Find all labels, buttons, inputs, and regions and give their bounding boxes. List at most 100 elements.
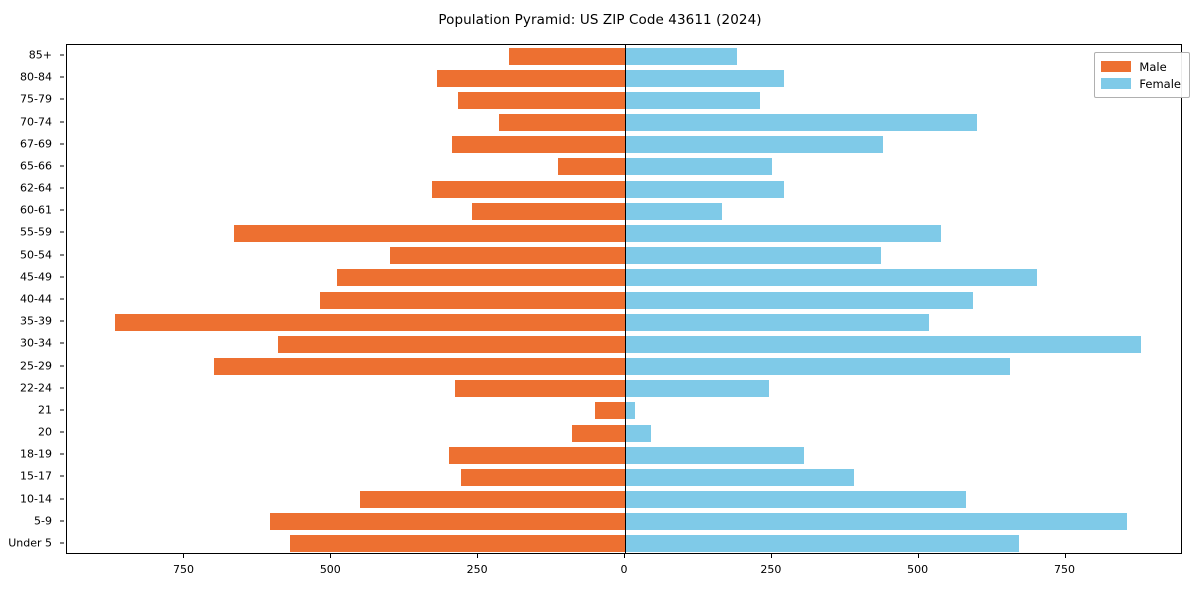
bar-female-80-84 <box>625 69 784 87</box>
bar-female-10-14 <box>625 491 966 509</box>
bar-female-18-19 <box>625 446 805 464</box>
bar-female-22-24 <box>625 380 769 398</box>
legend-swatch-male <box>1101 61 1132 72</box>
y-tick-label-30-34: 30-34 <box>20 336 52 350</box>
bar-male-50-54 <box>390 247 625 265</box>
bar-female-45-49 <box>625 269 1038 287</box>
y-tick-mark <box>60 409 64 411</box>
y-tick-mark <box>60 387 64 389</box>
bar-male-18-19 <box>448 446 625 464</box>
y-tick-label-40-44: 40-44 <box>20 292 52 306</box>
y-tick-label-65-66: 65-66 <box>20 159 52 173</box>
y-tick-label-70-74: 70-74 <box>20 115 52 129</box>
bar-male-20 <box>572 424 625 442</box>
y-tick-label-80-84: 80-84 <box>20 70 52 84</box>
x-tick-label: 500 <box>907 563 929 576</box>
legend: Male Female <box>1094 52 1190 98</box>
y-tick-mark <box>60 231 64 233</box>
legend-label-female: Female <box>1139 76 1181 91</box>
y-tick-label-60-61: 60-61 <box>20 203 52 217</box>
y-tick-mark <box>60 542 64 544</box>
y-tick-mark <box>60 165 64 167</box>
y-tick-mark <box>60 187 64 189</box>
bar-female-15-17 <box>625 468 855 486</box>
y-tick-mark <box>60 431 64 433</box>
x-tick-mark <box>183 554 185 558</box>
legend-entry-female: Female <box>1101 75 1181 92</box>
y-tick-label-5-9: 5-9 <box>34 514 52 528</box>
bar-male-40-44 <box>319 291 625 309</box>
chart-title: Population Pyramid: US ZIP Code 43611 (2… <box>438 12 762 28</box>
bar-female-under-5 <box>625 535 1019 553</box>
bar-male-62-64 <box>432 180 625 198</box>
bar-male-65-66 <box>558 158 625 176</box>
bar-female-60-61 <box>625 202 722 220</box>
x-tick-label: 750 <box>172 563 194 576</box>
x-tick-mark <box>624 554 625 558</box>
y-tick-label-21: 21 <box>38 403 52 417</box>
bar-male-30-34 <box>278 335 625 353</box>
bar-female-55-59 <box>625 224 941 242</box>
y-tick-mark <box>60 254 64 256</box>
y-tick-mark <box>60 320 64 322</box>
legend-label-male: Male <box>1139 59 1167 74</box>
bar-female-30-34 <box>625 335 1142 353</box>
bar-male-5-9 <box>270 513 625 531</box>
y-tick-label-18-19: 18-19 <box>20 447 52 461</box>
x-tick-mark <box>770 554 772 558</box>
zero-axis-line <box>625 45 626 553</box>
bar-female-25-29 <box>625 358 1010 376</box>
y-tick-mark <box>60 98 64 100</box>
y-tick-mark <box>60 76 64 78</box>
bar-male-15-17 <box>460 468 625 486</box>
x-tick-mark <box>1064 554 1066 558</box>
y-tick-label-35-39: 35-39 <box>20 314 52 328</box>
x-tick-label: 0 <box>620 563 628 576</box>
plot-area <box>66 44 1182 554</box>
bar-male-10-14 <box>359 491 625 509</box>
bar-female-62-64 <box>625 180 784 198</box>
bar-male-60-61 <box>472 202 625 220</box>
bar-female-20 <box>625 424 651 442</box>
legend-entry-male: Male <box>1101 58 1181 75</box>
y-tick-mark <box>60 475 64 477</box>
bars-layer <box>67 45 1181 553</box>
legend-swatch-female <box>1101 78 1132 89</box>
y-axis: Under 5 5-9 10-14 15-17 18-19 20 21 22-24 25-29 3… <box>0 44 64 554</box>
y-tick-label-67-69: 67-69 <box>20 137 52 151</box>
x-tick-label: 750 <box>1054 563 1076 576</box>
y-tick-label-75-79: 75-79 <box>20 92 52 106</box>
y-tick-label-20: 20 <box>38 425 52 439</box>
y-tick-label-85+: 85+ <box>28 48 52 62</box>
y-tick-mark <box>60 209 64 211</box>
bar-male-55-59 <box>234 224 625 242</box>
y-tick-mark <box>60 342 64 344</box>
x-tick-mark <box>330 554 332 558</box>
bar-female-50-54 <box>625 247 882 265</box>
bar-male-under-5 <box>290 535 625 553</box>
bar-male-45-49 <box>337 269 625 287</box>
y-tick-label-15-17: 15-17 <box>20 469 52 483</box>
y-tick-mark <box>60 121 64 123</box>
bar-female-35-39 <box>625 313 930 331</box>
y-tick-label-25-29: 25-29 <box>20 359 52 373</box>
bar-male-85+ <box>509 47 625 65</box>
y-tick-mark <box>60 54 64 56</box>
y-tick-mark <box>60 298 64 300</box>
bar-female-5-9 <box>625 513 1127 531</box>
x-tick-label: 250 <box>466 563 488 576</box>
bar-male-80-84 <box>437 69 625 87</box>
y-tick-label-55-59: 55-59 <box>20 225 52 239</box>
y-tick-label-under-5: Under 5 <box>8 536 52 550</box>
bar-female-85+ <box>625 47 737 65</box>
bar-male-21 <box>595 402 625 420</box>
x-tick-mark <box>477 554 479 558</box>
bar-female-75-79 <box>625 91 761 109</box>
bar-male-22-24 <box>454 380 625 398</box>
y-tick-mark <box>60 365 64 367</box>
y-tick-label-50-54: 50-54 <box>20 248 52 262</box>
y-tick-mark <box>60 520 64 522</box>
bar-female-65-66 <box>625 158 772 176</box>
y-tick-mark <box>60 453 64 455</box>
